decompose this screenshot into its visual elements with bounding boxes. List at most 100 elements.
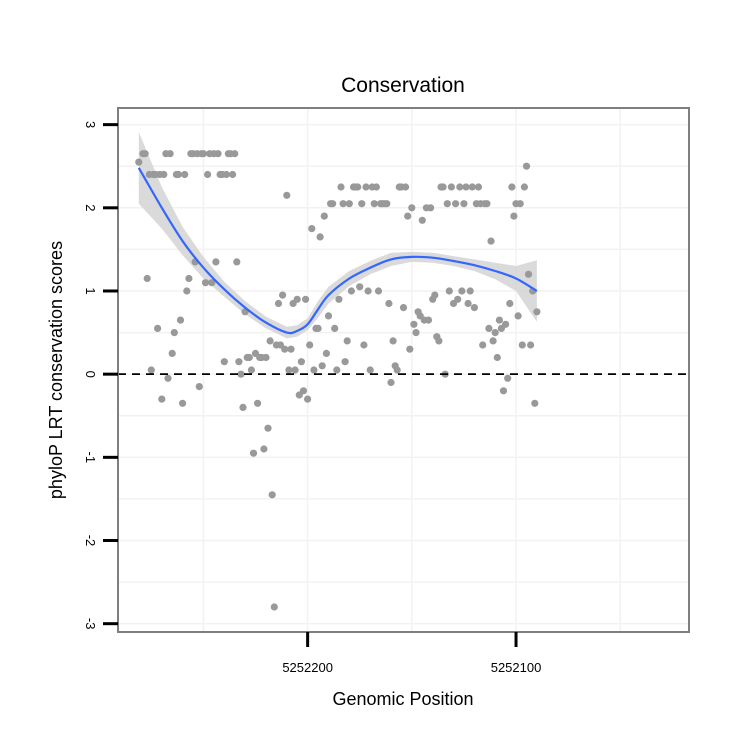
data-point xyxy=(408,204,416,212)
data-point xyxy=(304,395,312,403)
data-point xyxy=(383,200,391,208)
data-point xyxy=(474,183,483,191)
data-point xyxy=(214,150,222,158)
data-point xyxy=(460,200,468,208)
data-point xyxy=(347,287,355,295)
data-point xyxy=(268,491,276,499)
data-point xyxy=(491,329,499,337)
y-tick-label: 3 xyxy=(83,121,98,128)
data-point xyxy=(435,337,443,345)
data-point xyxy=(195,383,203,391)
data-point xyxy=(279,291,287,299)
data-point xyxy=(489,337,497,345)
data-point xyxy=(274,299,283,308)
data-point xyxy=(262,353,270,362)
data-point xyxy=(508,183,516,191)
data-point xyxy=(374,287,383,295)
data-point xyxy=(483,200,491,208)
data-point xyxy=(464,299,472,308)
data-point xyxy=(164,374,172,382)
data-point xyxy=(143,274,151,283)
data-point xyxy=(201,279,210,287)
data-point xyxy=(154,324,162,332)
data-point xyxy=(470,304,478,312)
data-point xyxy=(531,399,539,407)
data-point xyxy=(320,212,328,220)
data-point xyxy=(229,170,237,179)
data-point xyxy=(445,287,453,295)
data-point xyxy=(406,345,414,353)
data-point xyxy=(166,150,174,158)
data-point xyxy=(212,258,220,266)
chart-title: Conservation xyxy=(341,74,465,97)
data-point xyxy=(399,304,408,312)
data-point xyxy=(141,150,149,158)
data-point xyxy=(160,170,168,179)
data-point xyxy=(329,200,337,208)
data-point xyxy=(285,366,293,374)
data-point xyxy=(364,287,372,295)
data-point xyxy=(181,170,189,179)
data-point xyxy=(310,366,318,374)
data-point xyxy=(324,312,333,320)
data-point xyxy=(260,445,268,453)
data-point xyxy=(333,366,341,374)
data-point xyxy=(495,316,503,324)
data-point xyxy=(404,212,412,220)
data-point xyxy=(427,204,435,212)
data-point xyxy=(516,200,524,208)
data-point xyxy=(443,200,451,208)
data-point xyxy=(360,341,368,349)
data-point xyxy=(499,387,508,395)
data-point xyxy=(354,183,362,191)
data-point xyxy=(393,366,401,374)
data-point xyxy=(410,320,418,328)
data-point xyxy=(447,183,455,191)
data-point xyxy=(502,320,510,328)
data-point xyxy=(479,341,487,349)
data-point xyxy=(522,162,531,170)
data-point xyxy=(316,233,324,241)
data-point xyxy=(424,316,433,324)
data-point xyxy=(389,337,397,345)
data-point xyxy=(341,358,349,366)
x-axis-title: Genomic Position xyxy=(332,689,473,709)
data-point xyxy=(222,170,230,179)
data-point xyxy=(520,183,529,191)
data-point xyxy=(345,200,353,208)
data-point xyxy=(287,345,295,353)
data-point xyxy=(158,395,166,403)
data-point xyxy=(254,399,262,407)
data-point xyxy=(270,603,278,611)
y-tick-label: -1 xyxy=(83,452,98,464)
data-point xyxy=(358,200,366,208)
data-point xyxy=(452,200,460,208)
data-point xyxy=(370,200,378,208)
x-tick-label: 5252200 xyxy=(282,660,333,675)
data-point xyxy=(239,403,247,411)
data-point xyxy=(431,291,439,299)
data-point xyxy=(331,324,339,332)
y-tick-label: 1 xyxy=(83,287,98,294)
data-point xyxy=(302,295,310,303)
data-point xyxy=(168,349,176,357)
x-axis-ticks: 5252200 5252100 xyxy=(282,632,541,675)
data-point xyxy=(293,295,301,303)
y-tick-label: 0 xyxy=(83,371,98,378)
data-point xyxy=(439,183,447,191)
data-point xyxy=(458,287,466,295)
data-point xyxy=(266,337,274,345)
data-point xyxy=(235,358,243,366)
data-point xyxy=(220,358,228,366)
data-point xyxy=(504,374,512,382)
data-point xyxy=(314,324,322,332)
data-point xyxy=(135,158,143,166)
data-point xyxy=(454,295,462,303)
smooth-trend-line xyxy=(137,167,538,335)
data-point xyxy=(456,183,464,191)
x-tick-label: 5252100 xyxy=(491,660,542,675)
data-point xyxy=(418,216,426,224)
data-point xyxy=(372,183,380,191)
smooth-line-layer xyxy=(137,167,538,335)
